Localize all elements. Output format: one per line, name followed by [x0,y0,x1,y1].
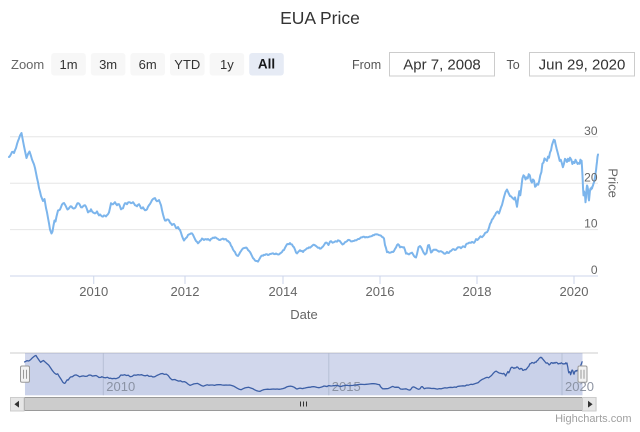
svg-text:2014: 2014 [269,284,298,299]
svg-text:2012: 2012 [171,284,200,299]
svg-text:2016: 2016 [366,284,395,299]
svg-text:2020: 2020 [565,379,594,394]
svg-text:Highcharts.com: Highcharts.com [555,413,631,425]
svg-text:3m: 3m [99,57,117,72]
svg-text:0: 0 [591,263,598,277]
svg-text:20: 20 [584,170,598,184]
svg-text:6m: 6m [139,57,157,72]
svg-text:1y: 1y [220,57,234,72]
svg-text:1m: 1m [59,57,77,72]
svg-text:Zoom: Zoom [11,57,44,72]
svg-text:Jun 29, 2020: Jun 29, 2020 [539,56,626,73]
svg-text:2010: 2010 [106,379,135,394]
svg-text:30: 30 [584,124,598,138]
svg-text:EUA Price: EUA Price [280,8,360,28]
svg-text:10: 10 [584,217,598,231]
svg-text:2010: 2010 [79,284,108,299]
svg-text:2018: 2018 [463,284,492,299]
svg-text:Price: Price [606,168,621,198]
svg-text:2020: 2020 [560,284,589,299]
svg-text:Apr 7, 2008: Apr 7, 2008 [403,56,481,73]
svg-text:All: All [258,57,275,72]
svg-text:YTD: YTD [174,57,200,72]
svg-text:To: To [507,58,520,72]
svg-text:2015: 2015 [332,379,361,394]
svg-text:From: From [352,58,381,72]
svg-text:Date: Date [290,307,317,322]
